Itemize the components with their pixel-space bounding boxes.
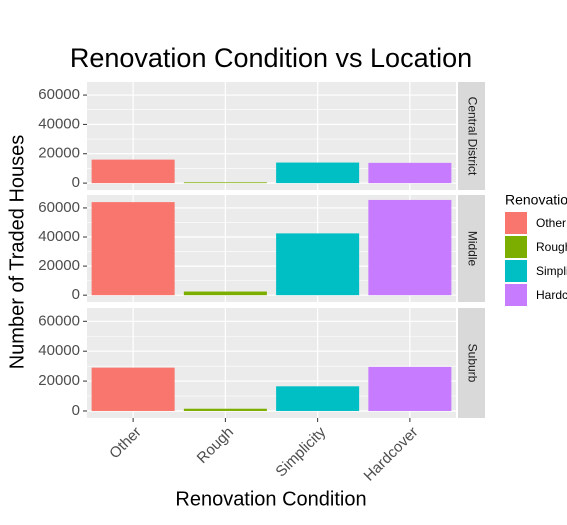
legend-label: Rough	[536, 240, 567, 254]
bar	[91, 159, 175, 184]
bar	[276, 386, 360, 411]
y-tick-label: 40000	[38, 115, 80, 132]
legend-swatch	[505, 236, 527, 258]
x-tick-label: Rough	[194, 424, 237, 467]
strip-label: Central District	[465, 97, 479, 176]
legend-swatch	[505, 284, 527, 306]
y-tick-label: 60000	[38, 199, 80, 216]
bar	[368, 199, 452, 296]
bar	[368, 366, 452, 411]
bar	[276, 233, 360, 296]
strip	[458, 308, 485, 418]
bar	[183, 182, 267, 184]
bar	[91, 367, 175, 411]
bar	[183, 408, 267, 411]
bar	[91, 202, 175, 296]
strip-label: Middle	[465, 231, 479, 267]
y-tick-label: 60000	[38, 86, 80, 103]
y-tick-label: 0	[72, 174, 80, 191]
bar	[183, 291, 267, 296]
chart-title: Renovation Condition vs Location	[70, 43, 472, 73]
legend-label: Other	[536, 216, 566, 230]
x-tick-label: Other	[106, 424, 145, 463]
y-tick-label: 40000	[38, 342, 80, 359]
y-tick-label: 40000	[38, 228, 80, 245]
x-axis-label: Renovation Condition	[175, 488, 366, 510]
bar	[368, 162, 452, 184]
strip	[458, 82, 485, 190]
y-axis-label: Number of Traded Houses	[6, 135, 28, 370]
legend-label: Hardcover	[536, 288, 567, 302]
x-tick-label: Hardcover	[361, 424, 422, 485]
legend-label: Simplicity	[536, 264, 567, 278]
strip-label: Suburb	[465, 344, 479, 383]
y-tick-label: 20000	[38, 372, 80, 389]
y-tick-label: 0	[72, 286, 80, 303]
y-tick-label: 60000	[38, 312, 80, 329]
y-tick-label: 20000	[38, 257, 80, 274]
legend-swatch	[505, 212, 527, 234]
x-tick-label: Simplicity	[272, 423, 329, 480]
y-tick-label: 20000	[38, 145, 80, 162]
legend-title: Renovation Condition	[505, 192, 567, 208]
legend-swatch	[505, 260, 527, 282]
bar	[276, 162, 360, 184]
y-tick-label: 0	[72, 402, 80, 419]
strip	[458, 195, 485, 302]
